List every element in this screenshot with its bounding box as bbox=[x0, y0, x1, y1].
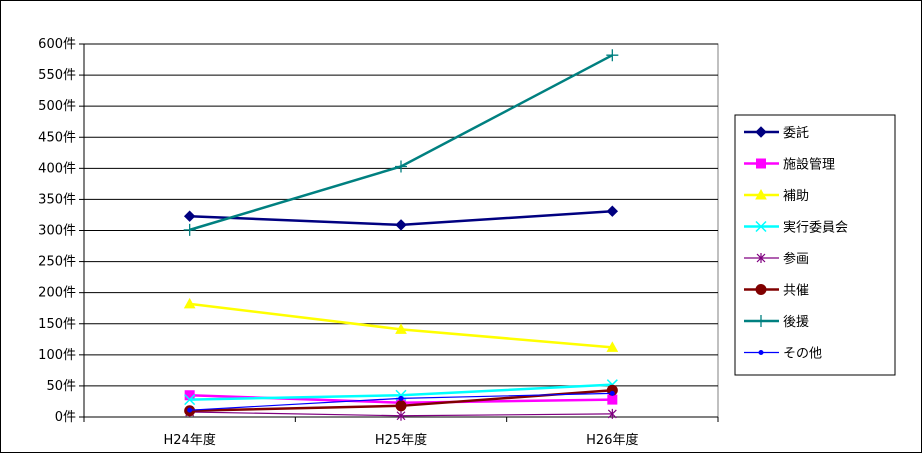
data-point bbox=[183, 297, 196, 309]
legend-marker bbox=[755, 315, 767, 327]
x-tick-label: H26年度 bbox=[586, 432, 638, 448]
legend-label: 委託 bbox=[783, 125, 809, 141]
y-tick-label: 250件 bbox=[38, 255, 76, 270]
legend-label: 参画 bbox=[783, 251, 809, 267]
data-point bbox=[606, 205, 619, 217]
legend-label: 後援 bbox=[783, 315, 809, 330]
legend-label: 施設管理 bbox=[783, 157, 835, 173]
data-point bbox=[183, 223, 196, 236]
data-point bbox=[183, 210, 196, 222]
data-point bbox=[395, 160, 407, 173]
y-tick-label: 50件 bbox=[46, 379, 76, 394]
y-tick-label: 500件 bbox=[38, 99, 76, 114]
data-point bbox=[607, 394, 618, 405]
legend-label: 実行委員会 bbox=[783, 220, 848, 236]
legend-label: 補助 bbox=[783, 189, 809, 204]
legend-item: 実行委員会 bbox=[744, 220, 848, 236]
legend-item: 後援 bbox=[744, 315, 809, 330]
series-7 bbox=[183, 49, 619, 236]
x-tick-label: H25年度 bbox=[375, 432, 427, 448]
y-tick-label: 200件 bbox=[38, 286, 76, 301]
y-tick-label: 600件 bbox=[38, 37, 76, 52]
data-point bbox=[606, 49, 619, 62]
y-tick-label: 400件 bbox=[38, 161, 76, 176]
series-1 bbox=[183, 205, 619, 231]
legend-marker bbox=[756, 253, 766, 263]
data-point bbox=[395, 400, 407, 412]
data-point bbox=[395, 323, 407, 334]
legend-label: 共催 bbox=[783, 284, 809, 299]
legend-marker bbox=[755, 126, 767, 138]
legend-item: その他 bbox=[744, 347, 822, 362]
legend-box bbox=[734, 114, 896, 376]
legend-marker bbox=[755, 284, 767, 295]
legend-item: 補助 bbox=[744, 188, 809, 204]
legend-marker bbox=[756, 158, 766, 169]
y-tick-label: 0件 bbox=[55, 410, 76, 425]
x-tick-label: H24年度 bbox=[164, 432, 216, 448]
data-point bbox=[395, 219, 407, 231]
axis-layer: 0件 50件 100件 150件 200件 250件 300件 350件 400件 450件 500… bbox=[38, 37, 719, 448]
legend-marker bbox=[755, 188, 767, 200]
data-point bbox=[607, 408, 617, 419]
legend-label: その他 bbox=[783, 347, 822, 362]
data-point bbox=[398, 395, 404, 401]
data-point bbox=[184, 394, 196, 406]
series-8 bbox=[187, 390, 615, 413]
legend-item: 施設管理 bbox=[744, 157, 835, 173]
legend-item: 委託 bbox=[744, 125, 809, 141]
legend-marker bbox=[758, 350, 764, 355]
y-tick-label: 300件 bbox=[38, 224, 76, 239]
data-point bbox=[609, 390, 615, 396]
series-3 bbox=[183, 297, 619, 352]
y-tick-label: 150件 bbox=[38, 317, 76, 332]
y-tick-label: 350件 bbox=[38, 192, 76, 207]
y-tick-label: 450件 bbox=[38, 130, 76, 145]
legend-marker bbox=[755, 220, 767, 233]
y-tick-label: 100件 bbox=[38, 348, 76, 363]
y-tick-label: 550件 bbox=[38, 68, 76, 83]
data-point bbox=[396, 410, 406, 421]
series-layer bbox=[183, 49, 619, 421]
data-point bbox=[606, 341, 619, 352]
legend-item: 参画 bbox=[744, 251, 809, 267]
legend-item: 共催 bbox=[744, 284, 809, 299]
data-point bbox=[187, 407, 193, 413]
